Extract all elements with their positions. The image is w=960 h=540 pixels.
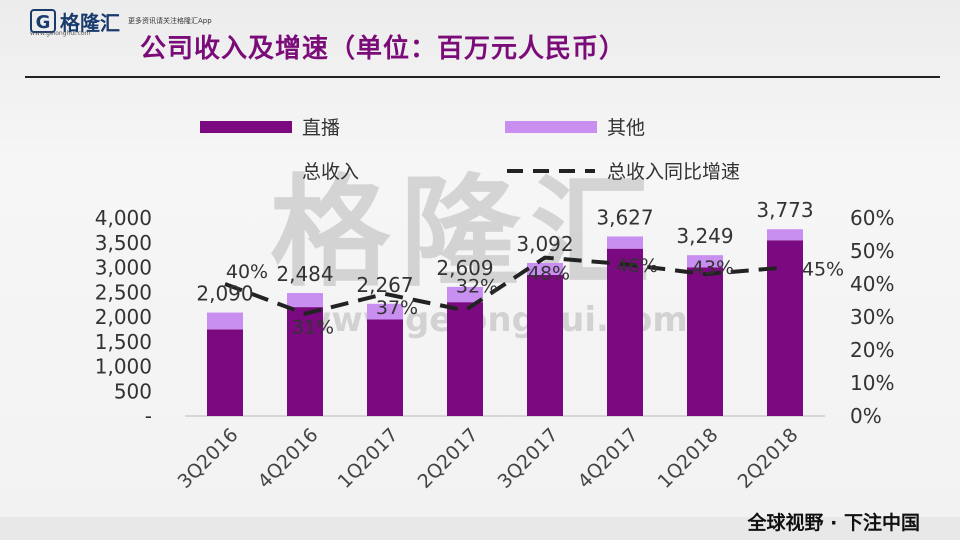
bar-other (367, 303, 403, 320)
growth-label: 31% (292, 317, 334, 339)
footer-band (0, 517, 960, 540)
x-tick-label: 2Q2017 (414, 424, 483, 493)
bar-other (447, 286, 483, 303)
growth-label: 46% (616, 255, 658, 277)
bar-live (527, 274, 563, 416)
legend-label-total: 总收入 (302, 161, 360, 183)
x-tick-label: 1Q2018 (654, 424, 723, 493)
x-tick-label: 4Q2016 (254, 424, 323, 493)
total-label: 2,090 (196, 282, 253, 306)
y-tick-label: 500 (114, 379, 152, 403)
y-tick-label: - (145, 404, 152, 428)
bar-live (687, 267, 723, 416)
y-tick-label: 3,000 (95, 256, 152, 280)
total-label: 2,609 (436, 256, 493, 280)
legend-swatch-live (200, 120, 292, 133)
y2-tick-label: 0% (850, 404, 882, 428)
growth-label: 43% (692, 257, 734, 279)
y-tick-label: 2,000 (95, 305, 152, 329)
growth-line (224, 255, 786, 316)
y2-tick-label: 10% (850, 371, 894, 395)
legend-label-growth: 总收入同比增速 (607, 161, 741, 183)
page-title: 公司收入及增速（单位：百万元人民币） (140, 34, 627, 64)
total-label: 2,267 (356, 273, 413, 297)
y2-tick-label: 50% (850, 239, 894, 263)
y-tick-label: 1,000 (95, 355, 152, 379)
y2-tick-label: 60% (850, 206, 894, 230)
brand-header: G 格隆汇 更多资讯请关注格隆汇App (30, 6, 212, 36)
x-tick-label: 2Q2018 (734, 424, 803, 493)
bar-live (367, 319, 403, 416)
total-label: 3,249 (676, 224, 733, 248)
y2-tick-label: 20% (850, 338, 894, 362)
x-tick-label: 3Q2017 (494, 424, 563, 493)
growth-label: 32% (456, 275, 498, 297)
footer-slogan: 全球视野 · 下注中国 (747, 512, 920, 534)
legend-item-other: 其他 (505, 113, 645, 140)
legend-swatch-growth (507, 168, 595, 173)
legend-label-other: 其他 (607, 117, 646, 139)
x-tick-label: 4Q2017 (574, 424, 643, 493)
brand-logo-icon: G (30, 9, 56, 33)
bar-live (607, 248, 643, 416)
legend-item-growth: 总收入同比增速 (505, 157, 740, 184)
bar-other (527, 262, 563, 275)
y2-tick-label: 30% (850, 305, 894, 329)
y-tick-label: 4,000 (95, 206, 152, 230)
x-tick-label: 1Q2017 (334, 424, 403, 493)
bar-other (607, 236, 643, 249)
total-label: 3,092 (516, 232, 573, 256)
growth-label: 45% (802, 259, 844, 281)
y-tick-label: 1,500 (95, 330, 152, 354)
brand-url: www.gelonghui.com (30, 30, 91, 37)
growth-label: 40% (226, 261, 268, 283)
y-tick-label: 3,500 (95, 231, 152, 255)
title-divider (25, 76, 940, 78)
total-label: 3,627 (596, 205, 653, 229)
legend-label-live: 直播 (302, 117, 341, 139)
bar-live (287, 307, 323, 416)
bar-other (207, 312, 243, 330)
legend-item-live: 直播 (200, 113, 340, 140)
brand-tagline: 更多资讯请关注格隆汇App (128, 17, 212, 25)
bar-live (207, 329, 243, 416)
legend-swatch-other (505, 120, 597, 133)
growth-label: 37% (376, 297, 418, 319)
y-tick-label: 2,500 (95, 280, 152, 304)
bar-other (287, 293, 323, 308)
total-label: 2,484 (276, 262, 333, 286)
bar-live (447, 302, 483, 416)
growth-label: 48% (528, 263, 570, 285)
total-label: 3,773 (756, 198, 813, 222)
x-tick-label: 3Q2016 (174, 424, 243, 493)
watermark-text: 格隆汇 (270, 164, 660, 303)
bar-other (687, 255, 723, 268)
legend-item-total: 总收入 (302, 157, 359, 184)
y2-tick-label: 40% (850, 272, 894, 296)
bar-other (767, 229, 803, 241)
brand-name: 格隆汇 (60, 10, 120, 35)
